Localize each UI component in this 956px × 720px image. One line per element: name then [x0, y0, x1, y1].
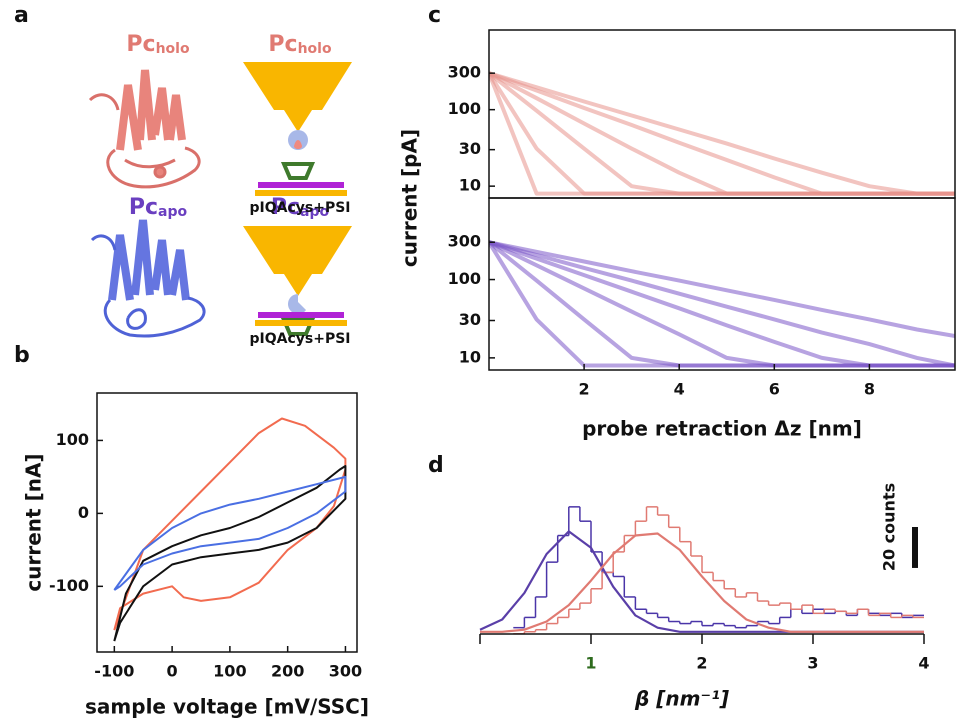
panel-label: d — [428, 453, 444, 478]
substrate-label: pIQAcys+PSI — [249, 331, 350, 347]
y-tick-label: 30 — [459, 310, 481, 329]
y-tick-label: 300 — [448, 232, 481, 251]
x-tick-label: 2 — [696, 654, 707, 673]
trace — [489, 72, 955, 196]
x-tick-label: 1 — [585, 654, 596, 673]
x-tick-label: 0 — [167, 662, 178, 681]
x-tick-label: 3 — [807, 654, 818, 673]
y-tick-label: 100 — [448, 99, 481, 118]
scale-bar — [912, 527, 918, 568]
protein-label: Pcapo — [129, 195, 188, 220]
trace — [489, 71, 955, 196]
trace — [113, 417, 347, 631]
y-axis-label: current [nA] — [22, 453, 46, 591]
x-tick-label: 200 — [271, 662, 304, 681]
trace — [489, 71, 955, 196]
trace — [113, 465, 347, 642]
y-tick-label: 300 — [448, 63, 481, 82]
x-tick-label: 2 — [579, 380, 590, 399]
trace — [489, 240, 955, 338]
y-tick-label: 10 — [459, 347, 481, 366]
trace — [489, 240, 955, 368]
plot-frame — [488, 29, 956, 199]
x-tick-label: 4 — [674, 380, 685, 399]
panel-label: c — [428, 3, 441, 28]
y-tick-label: 100 — [448, 269, 481, 288]
scale-bar-label: 20 counts — [880, 483, 899, 571]
fit-curve — [480, 532, 924, 633]
plot-frame — [488, 197, 956, 371]
trace — [489, 240, 955, 368]
schematic-label: Pcapo — [271, 195, 330, 220]
x-tick-label: 100 — [213, 662, 246, 681]
x-tick-label: 300 — [329, 662, 362, 681]
plot-frame — [96, 392, 358, 653]
trace — [489, 72, 955, 196]
plot-area — [113, 417, 347, 642]
trace — [489, 71, 955, 196]
plot-area — [489, 71, 955, 196]
y-tick-label: 30 — [459, 139, 481, 158]
x-axis-label: β [nm⁻¹] — [634, 687, 729, 711]
schematic-apo — [243, 226, 352, 336]
plot-area — [489, 240, 955, 368]
y-tick-label: -100 — [49, 576, 89, 595]
trace — [113, 475, 347, 591]
y-tick-label: 0 — [78, 503, 89, 522]
x-tick-label: -100 — [94, 662, 134, 681]
schematic-label: Pcholo — [268, 32, 332, 57]
panel-label: b — [14, 343, 30, 368]
y-tick-label: 100 — [56, 430, 89, 449]
x-axis-label: sample voltage [mV/SSC] — [85, 695, 369, 719]
schematic-holo — [243, 62, 352, 196]
y-tick-label: 10 — [459, 176, 481, 195]
x-axis-label: probe retraction Δz [nm] — [582, 417, 862, 441]
y-axis-label: current [pA] — [398, 129, 422, 267]
protein-apo — [90, 219, 206, 338]
protein-holo — [88, 69, 201, 189]
x-tick-label: 4 — [918, 654, 929, 673]
protein-label: Pcholo — [126, 32, 190, 57]
panel-label: a — [14, 3, 29, 28]
substrate-label: pIQAcys+PSI — [249, 200, 350, 216]
trace — [489, 71, 955, 196]
x-tick-label: 6 — [769, 380, 780, 399]
x-tick-label: 8 — [864, 380, 875, 399]
